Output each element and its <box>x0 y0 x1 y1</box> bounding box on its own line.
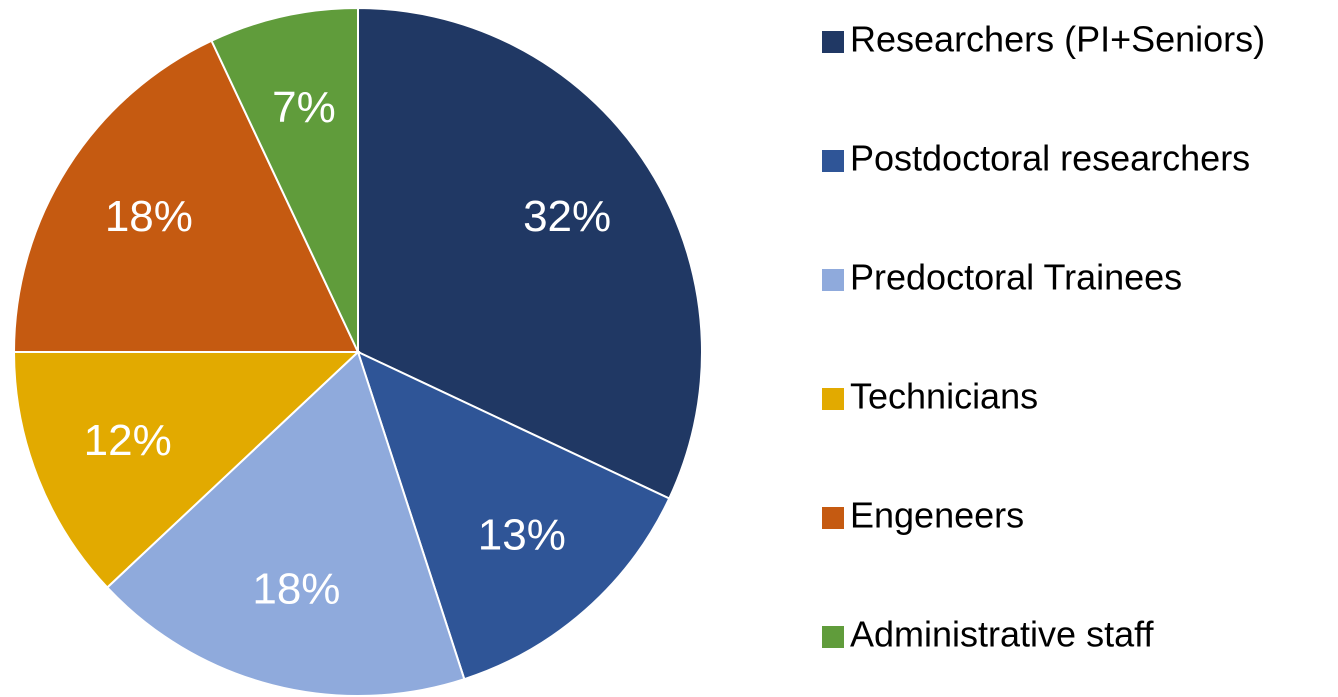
pie-slice <box>12 39 360 353</box>
data-label: 12% <box>84 416 172 465</box>
data-label: 18% <box>252 565 340 614</box>
legend-label: Administrative staff <box>850 614 1154 655</box>
pie-slice <box>105 350 466 697</box>
legend-swatch <box>822 31 844 53</box>
legend-label: Predoctoral Trainees <box>850 257 1182 298</box>
legend-swatch <box>822 507 844 529</box>
legend-swatch <box>822 388 844 410</box>
legend-label: Engeneers <box>850 495 1024 536</box>
legend-swatch <box>822 269 844 291</box>
data-label: 7% <box>272 83 336 132</box>
pie-slice <box>357 6 703 500</box>
data-label: 18% <box>105 192 193 241</box>
pie-slice <box>356 350 671 681</box>
legend-swatch <box>822 626 844 648</box>
data-label: 32% <box>523 192 611 241</box>
legend-label: Researchers (PI+Seniors) <box>850 19 1265 60</box>
pie-slice <box>12 351 361 589</box>
legend-label: Technicians <box>850 376 1038 417</box>
legend-swatch <box>822 150 844 172</box>
pie-slice <box>210 6 359 353</box>
legend-label: Postdoctoral researchers <box>850 138 1250 179</box>
data-label: 13% <box>478 510 566 559</box>
